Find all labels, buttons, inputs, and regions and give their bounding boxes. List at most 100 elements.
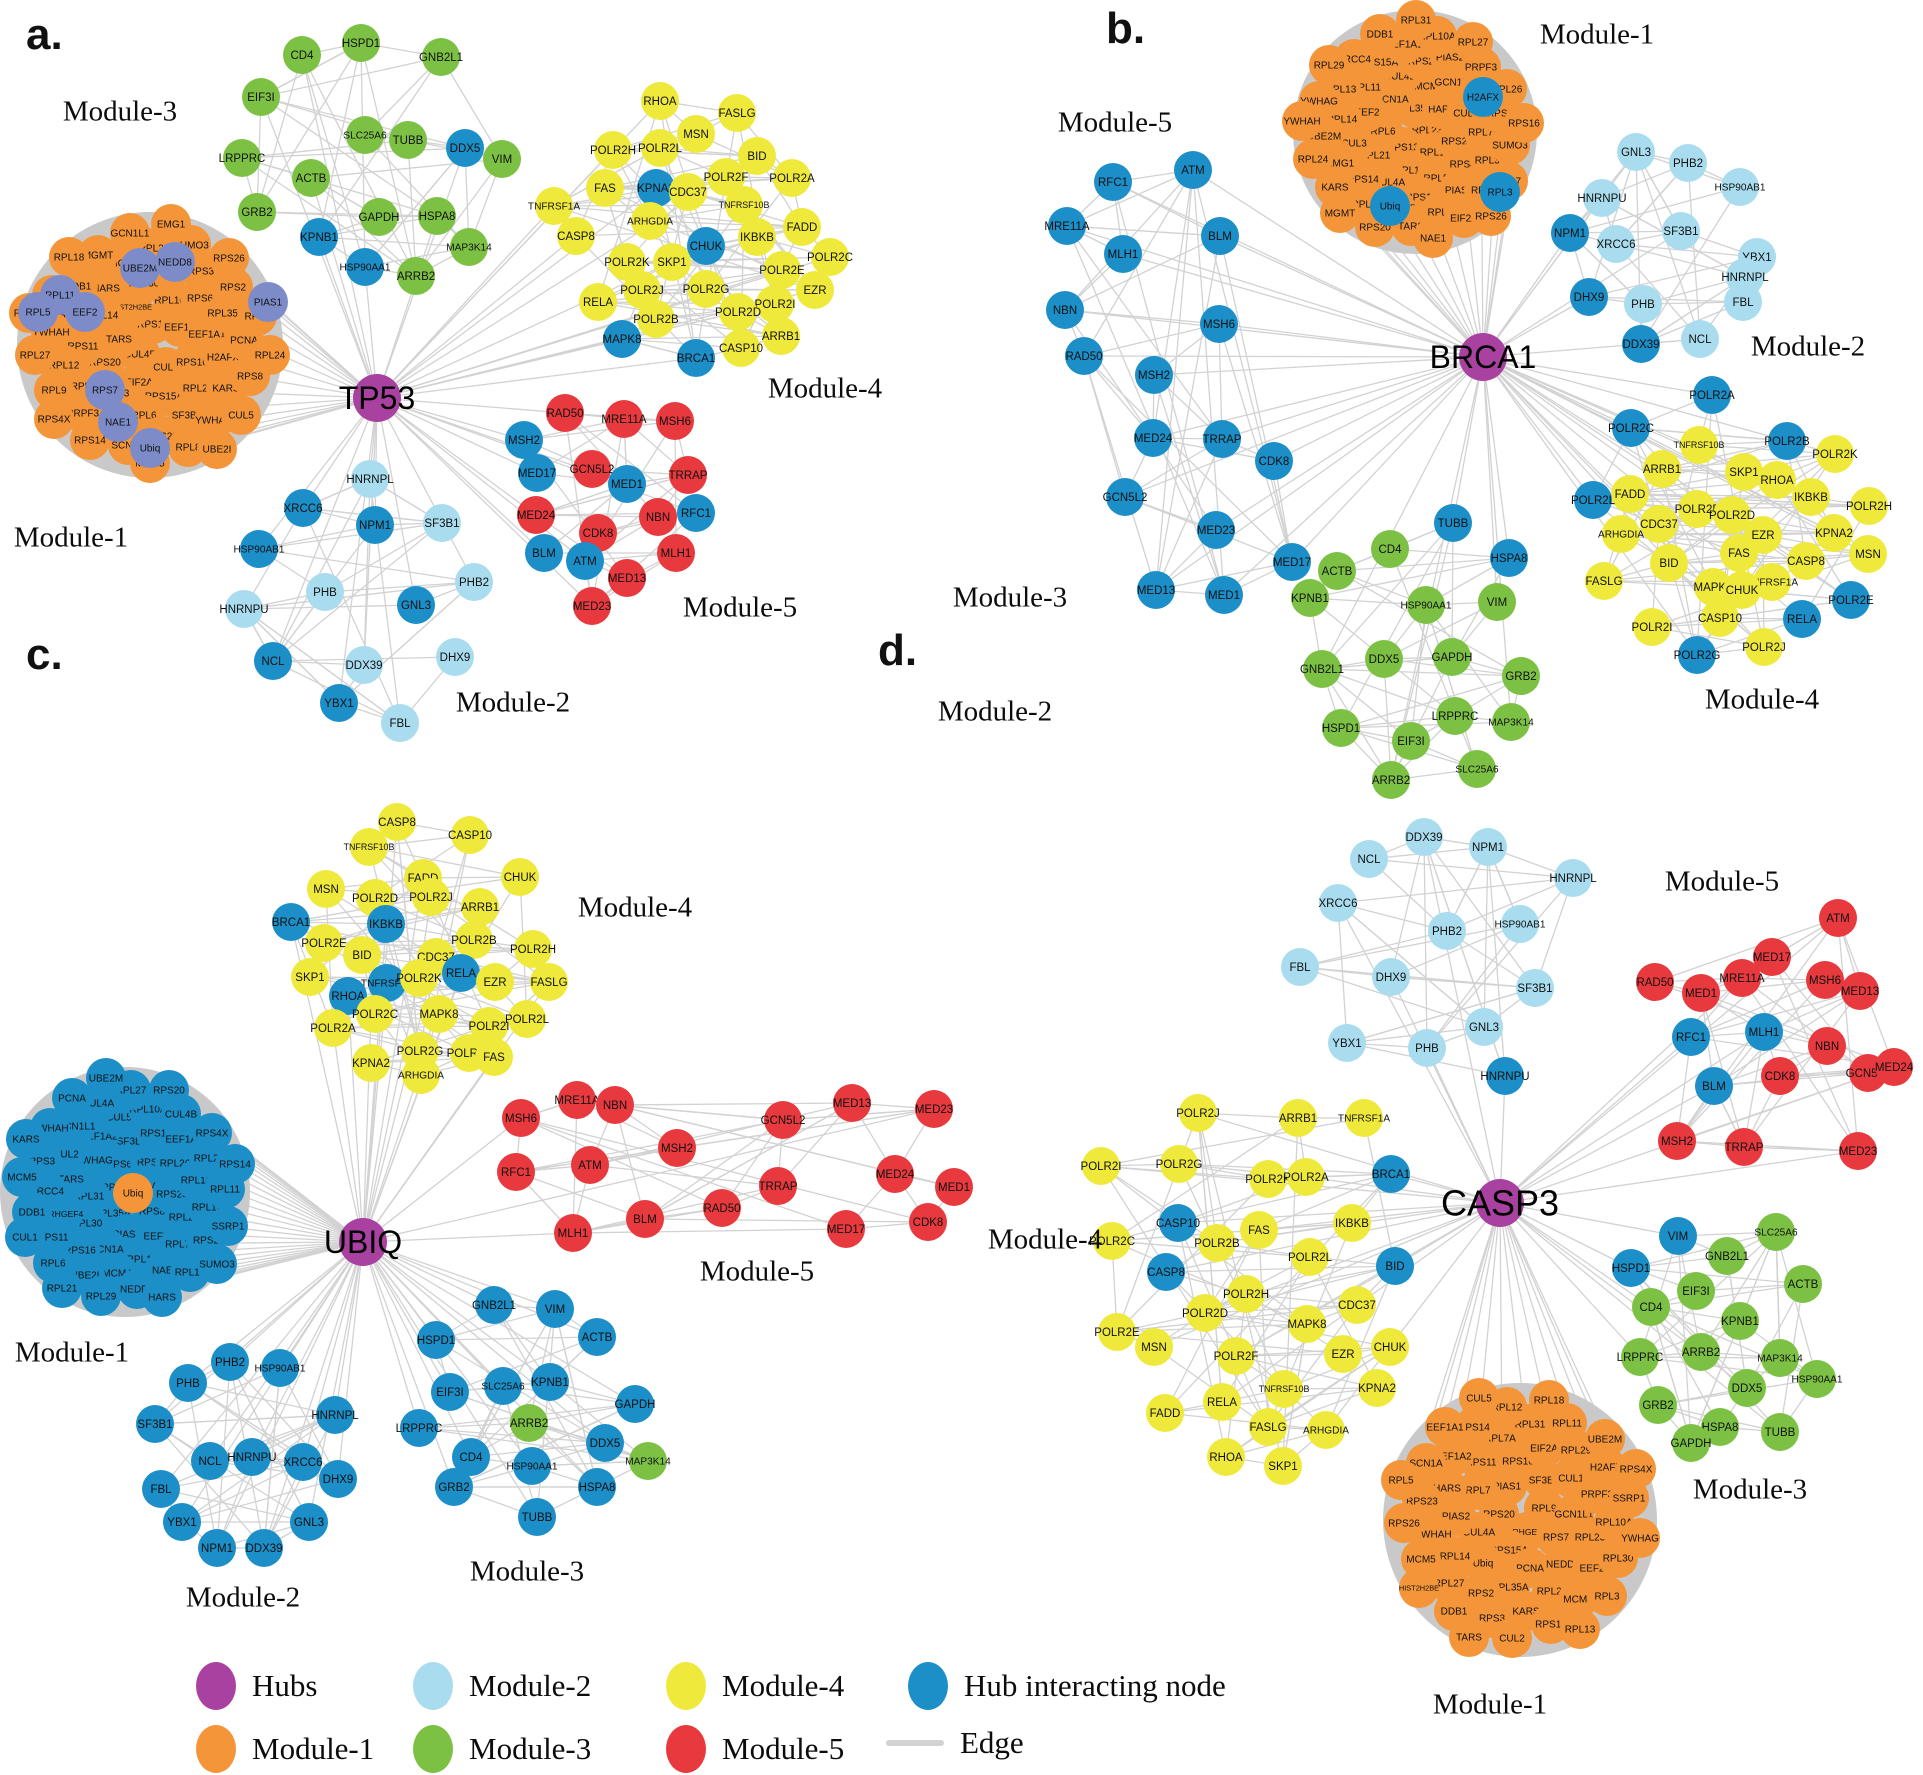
svg-text:KPNB1: KPNB1: [1721, 1316, 1759, 1328]
node-TARS: TARS: [1449, 1617, 1489, 1657]
svg-text:RPL13: RPL13: [1326, 85, 1357, 96]
svg-text:RPS3: RPS3: [29, 1157, 56, 1168]
svg-text:ERCC4: ERCC4: [1337, 55, 1371, 66]
svg-text:MED1: MED1: [611, 479, 643, 491]
module-label-d-module-3: Module-3: [1692, 1473, 1808, 1506]
module-label-d-module-4: Module-4: [987, 1223, 1103, 1256]
panel-a: CD4 HSPD1 GNB2L1 EIF3I SLC25A6 TUBB DDX5 VIM LRP…: [9, 24, 853, 742]
node-NCL: NCL: [1350, 840, 1388, 878]
svg-text:RPS11: RPS11: [1466, 1458, 1497, 1469]
node-ARRB1: ARRB1: [1279, 1099, 1317, 1137]
panel-letter-d: d.: [878, 626, 918, 675]
node-HSP90AA1: HSP90AA1: [506, 1447, 558, 1485]
node-RPL13: RPL13: [1560, 1609, 1600, 1649]
node-POLR2B: POLR2B: [1764, 422, 1810, 460]
svg-text:ARRB1: ARRB1: [461, 902, 499, 914]
svg-text:RPL24: RPL24: [1537, 1587, 1568, 1598]
svg-text:CHUK: CHUK: [504, 872, 537, 884]
svg-text:POLR2D: POLR2D: [1182, 1308, 1228, 1320]
node-CDK8: CDK8: [909, 1203, 947, 1241]
node-POLR2H: POLR2H: [590, 131, 636, 169]
svg-text:CASP8: CASP8: [378, 817, 416, 829]
svg-text:XRCC6: XRCC6: [284, 503, 323, 515]
svg-text:NAE1: NAE1: [152, 1266, 179, 1277]
node-RPL18: RPL18: [49, 237, 89, 277]
svg-text:TRRAP: TRRAP: [1203, 434, 1242, 446]
svg-text:KPNA2: KPNA2: [637, 183, 675, 195]
node-MSH2: MSH2: [505, 421, 543, 459]
svg-text:VIM: VIM: [545, 1304, 565, 1316]
svg-text:RPL3: RPL3: [1487, 188, 1512, 199]
node-POLR2A: POLR2A: [769, 159, 815, 197]
node-HSP90AA1: HSP90AA1: [1791, 1360, 1843, 1398]
svg-text:RPL11: RPL11: [45, 291, 75, 302]
svg-text:RPS20: RPS20: [153, 1086, 185, 1097]
svg-text:BID: BID: [747, 151, 766, 163]
svg-text:SF3B3: SF3B3: [117, 1137, 148, 1148]
node-GAPDH: GAPDH: [359, 198, 399, 236]
svg-text:RPL18: RPL18: [54, 253, 85, 264]
node-FAS: FAS: [475, 1038, 513, 1076]
svg-text:DDX5: DDX5: [450, 143, 481, 155]
svg-text:SKP1: SKP1: [295, 972, 324, 984]
node-YBX1: YBX1: [1328, 1024, 1366, 1062]
svg-text:POLR2G: POLR2G: [397, 1046, 444, 1058]
svg-text:MLH1: MLH1: [661, 548, 692, 560]
node-POLR2H: POLR2H: [1223, 1275, 1269, 1313]
node-MED24: MED24: [876, 1155, 915, 1193]
node-IKBKB: IKBKB: [367, 905, 405, 943]
svg-text:POLR2H: POLR2H: [1846, 501, 1892, 513]
node-ATM: ATM: [571, 1146, 609, 1184]
svg-text:RPS7: RPS7: [137, 1158, 164, 1169]
node-MRE11A: MRE11A: [601, 400, 647, 438]
node-ARHGDIA: ARHGDIA: [627, 202, 673, 240]
svg-text:POLR2J: POLR2J: [620, 285, 663, 297]
svg-text:RPL18: RPL18: [175, 1268, 206, 1279]
svg-text:GCN1L1: GCN1L1: [1435, 78, 1474, 89]
node-RAD50: RAD50: [703, 1189, 741, 1227]
svg-text:CUL4B: CUL4B: [124, 350, 157, 361]
node-RPL29: RPL29: [1309, 45, 1349, 85]
node-HNRNPL: HNRNPL: [346, 460, 394, 498]
node-CHUK: CHUK: [1371, 1328, 1409, 1366]
node-MRE11A: MRE11A: [554, 1081, 600, 1119]
hub-UBIQ: UBIQ: [324, 1218, 402, 1266]
svg-text:YBX1: YBX1: [167, 1517, 196, 1529]
svg-text:MSH2: MSH2: [661, 1143, 693, 1155]
svg-text:GCN1L1: GCN1L1: [111, 229, 150, 240]
node-FASLG: FASLG: [718, 94, 756, 132]
svg-text:CUL5: CUL5: [228, 411, 254, 422]
node-RPL18: RPL18: [1529, 1380, 1569, 1420]
svg-text:GNL3: GNL3: [401, 600, 431, 612]
svg-text:SCN1A: SCN1A: [111, 441, 145, 452]
svg-text:RHOA: RHOA: [1760, 475, 1794, 487]
svg-text:POLR2L: POLR2L: [1288, 1252, 1333, 1264]
svg-text:RPS8: RPS8: [237, 372, 264, 383]
svg-text:RPS15A: RPS15A: [1490, 1546, 1529, 1557]
svg-text:YWHAG: YWHAG: [1300, 97, 1338, 108]
svg-text:CUL4A: CUL4A: [1373, 178, 1406, 189]
svg-text:ARHGDIA: ARHGDIA: [627, 217, 673, 228]
svg-text:POLR2J: POLR2J: [1176, 1108, 1219, 1120]
svg-text:MED23: MED23: [915, 1104, 953, 1116]
svg-text:MED23: MED23: [1839, 1146, 1877, 1158]
node-YWHAH: YWHAH: [1282, 101, 1322, 141]
node-H2AFX: H2AFX: [1463, 77, 1503, 117]
svg-text:MSH6: MSH6: [505, 1113, 537, 1125]
node-RPS14: RPS14: [215, 1144, 255, 1184]
svg-text:POLR2F: POLR2F: [704, 172, 749, 184]
node-TNFRSF1A: TNFRSF1A: [1746, 563, 1798, 601]
node-HSPD1: HSPD1: [342, 24, 380, 62]
hub-interacting-node-swatch-icon: [908, 1662, 948, 1710]
svg-text:BRCA1: BRCA1: [1430, 339, 1537, 375]
node-YBX1: YBX1: [320, 684, 358, 722]
node-FADD: FADD: [1146, 1394, 1184, 1432]
node-LRPPRC: LRPPRC: [396, 1409, 442, 1447]
svg-text:DDB1: DDB1: [19, 1208, 46, 1219]
svg-text:CUL5: CUL5: [1453, 109, 1479, 120]
node-BLM: BLM: [1695, 1067, 1733, 1105]
svg-text:SF3B3: SF3B3: [172, 411, 203, 422]
node-MED24: MED24: [1875, 1048, 1914, 1086]
node-PCNA: PCNA: [52, 1078, 92, 1118]
